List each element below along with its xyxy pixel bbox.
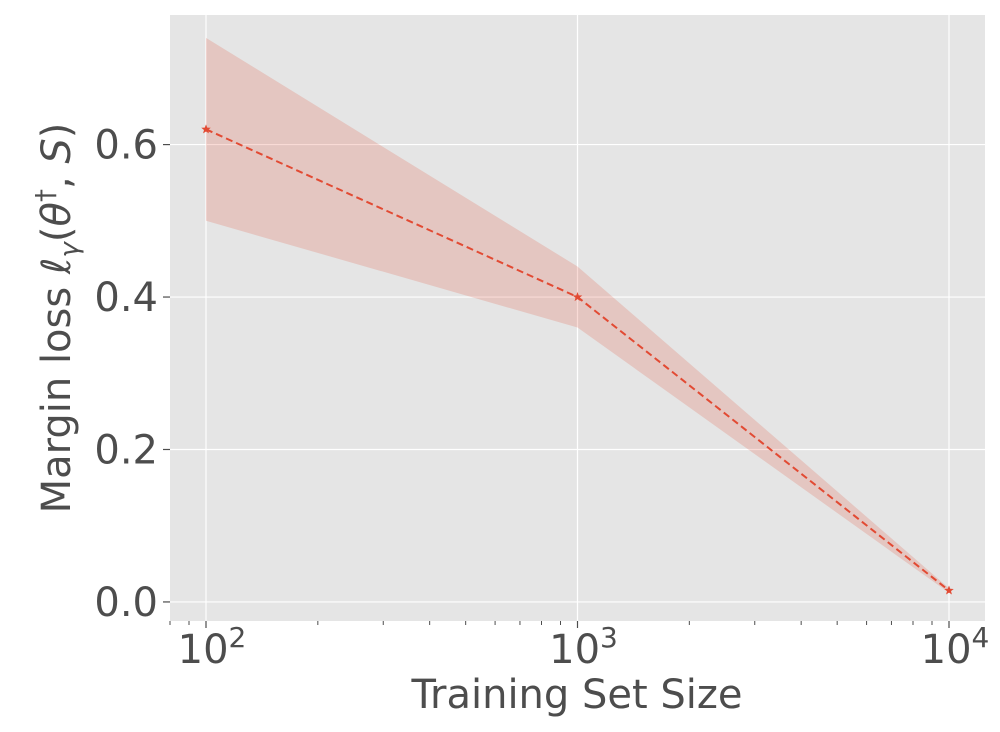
y-axis-label-open: ( [34,227,80,243]
y-axis-label-ell: ℓ [34,258,80,276]
x-tick-label: 104 [921,621,990,673]
y-axis-label-theta: θ [34,202,80,226]
series-marker [201,124,211,134]
y-axis-label-gamma: γ [55,241,85,258]
y-tick-label: 0.2 [94,427,158,473]
series-marker [572,292,583,302]
y-tick-label: 0.6 [94,123,158,169]
minor-ticks [169,621,933,625]
y-tick-label: 0.4 [94,275,158,321]
x-tick-label: 102 [178,621,247,673]
x-tick-label: 103 [549,621,618,673]
series-marker [944,585,954,595]
y-axis-label-close: ) [34,123,80,139]
y-axis-label-dagger: † [31,189,61,202]
confidence-band-layer [206,37,949,593]
x-tick-labels: 102 103 104 [178,621,990,673]
confidence-band [206,37,949,593]
y-tick-label: 0.0 [94,580,158,626]
series-marker-layer [201,124,954,595]
y-axis-label-prefix: Margin loss [34,274,80,513]
y-axis-label-rest: , [34,164,80,189]
y-axis-label: Margin loss ℓγ(θ†, S) [31,123,85,514]
y-axis-label-set: S [34,138,80,163]
y-tick-labels: 0.0 0.2 0.4 0.6 [94,123,170,626]
x-axis-label: Training Set Size [410,672,742,718]
